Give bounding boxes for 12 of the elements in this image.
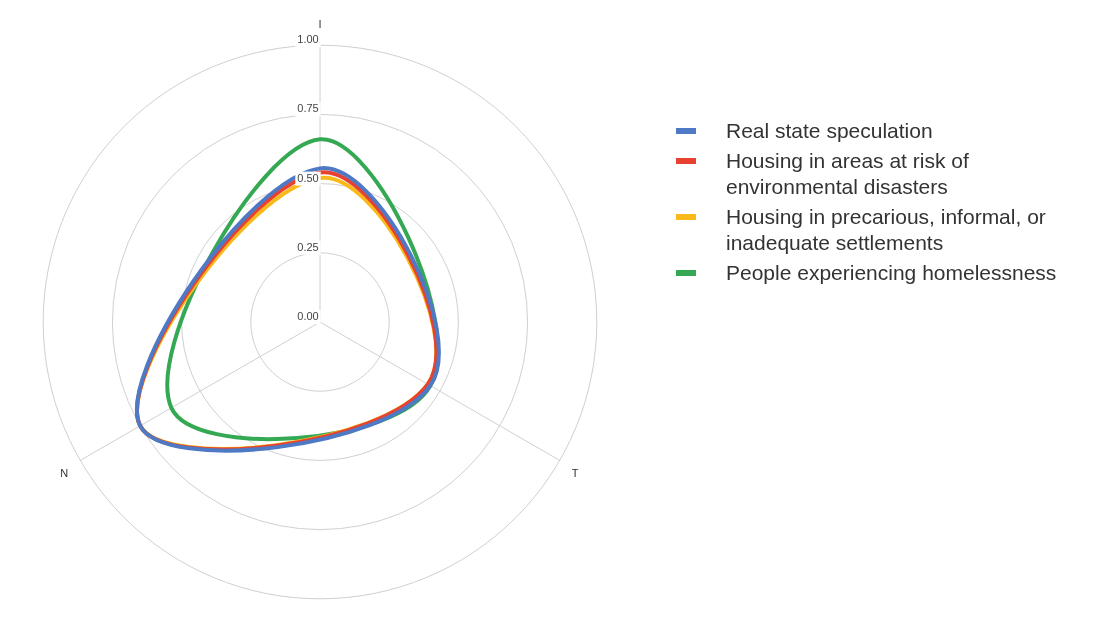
- legend-label: People experiencing homelessness: [726, 260, 1058, 286]
- y-tick-label: 0.50: [297, 171, 319, 184]
- y-tick-label: 1.00: [297, 33, 319, 46]
- y-tick-label: 0.75: [297, 102, 319, 115]
- spoke-label: I: [318, 17, 322, 30]
- spoke-label: T: [571, 467, 579, 480]
- spoke-label: N: [60, 467, 69, 480]
- legend-label: Real state speculation: [726, 118, 934, 144]
- legend-label: Housing in areas at risk of environmental disasters: [726, 148, 970, 200]
- legend-label: Housing in precarious, informal, or inadequate settlements: [726, 204, 1047, 256]
- y-tick-label: 0.25: [297, 240, 319, 253]
- y-tick-label: 0.00: [297, 310, 319, 323]
